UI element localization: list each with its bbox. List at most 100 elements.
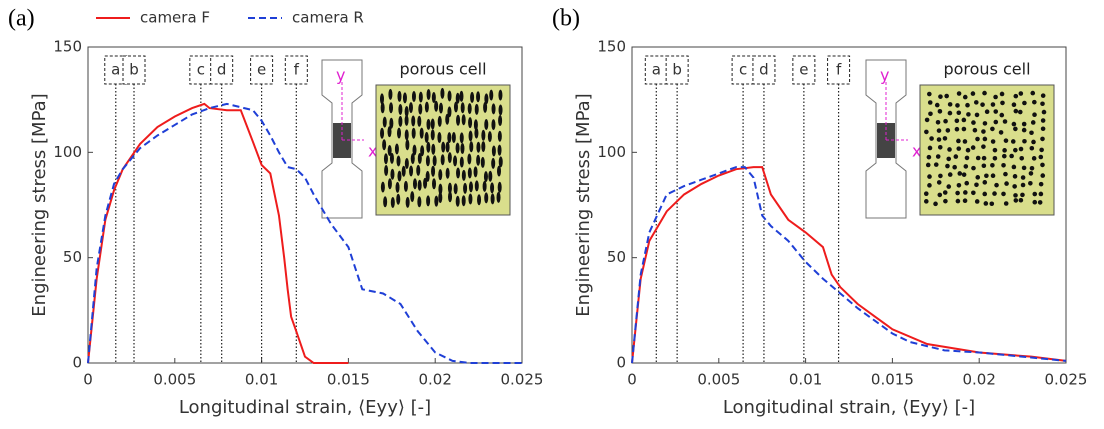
pore [455, 195, 460, 207]
x-tick-label: 0.025 [1045, 371, 1088, 389]
pore [990, 139, 996, 144]
pore [972, 127, 978, 133]
x-axis-title: Longitudinal strain, ⟨Eyy⟩ [-] [179, 397, 431, 418]
pore [1028, 181, 1033, 186]
pore [1029, 165, 1035, 171]
pore [417, 115, 422, 127]
stage-box [752, 55, 776, 85]
pore [924, 129, 929, 135]
pore [935, 154, 941, 159]
pore [1040, 118, 1046, 123]
pore [432, 178, 437, 190]
pore [389, 117, 394, 129]
pore [936, 128, 942, 133]
pore [923, 191, 929, 196]
y-tick-label: 0 [72, 354, 82, 372]
pore [1001, 153, 1007, 159]
series-line [631, 166, 1067, 364]
pore [404, 158, 409, 170]
pore [1019, 155, 1025, 161]
pore [480, 156, 485, 168]
pore [1009, 153, 1014, 159]
pore [459, 156, 464, 168]
pore [497, 181, 502, 193]
pore [434, 100, 439, 112]
pore [388, 88, 393, 100]
pore [448, 191, 453, 203]
pore [926, 154, 932, 160]
stage-label: f [294, 61, 300, 79]
pore [1032, 112, 1037, 118]
y-axis-label: y [336, 66, 345, 85]
pore [1013, 193, 1018, 198]
pore [981, 163, 987, 169]
pore [447, 106, 452, 118]
pore [420, 145, 425, 157]
stage-label: f [836, 61, 842, 79]
pore [482, 180, 487, 192]
pore [453, 101, 458, 113]
pore [397, 127, 402, 139]
pore [970, 91, 976, 96]
pore [476, 91, 481, 103]
stage-label: c [197, 61, 205, 79]
pore [955, 198, 961, 204]
stage-box [122, 55, 146, 85]
pore [929, 136, 934, 141]
pore [1022, 100, 1027, 106]
pore [998, 130, 1004, 135]
pore [445, 113, 450, 125]
pore [956, 91, 962, 96]
pore [404, 129, 409, 141]
pore [1011, 121, 1017, 127]
pore [481, 141, 486, 153]
pore [1041, 109, 1047, 115]
x-tick-label: 0.015 [871, 371, 914, 389]
pore [1013, 126, 1018, 132]
pore [923, 199, 929, 204]
pore [1012, 184, 1017, 189]
pore [417, 153, 422, 165]
pore [984, 173, 989, 179]
pore [398, 103, 403, 115]
pore [498, 89, 503, 101]
pore [974, 199, 980, 204]
pore [984, 109, 990, 114]
pore [936, 180, 942, 185]
pore [468, 117, 473, 129]
pore [441, 141, 446, 153]
pore [467, 103, 472, 115]
pore [927, 145, 933, 151]
plot-frame [631, 46, 1067, 364]
pore [474, 180, 479, 192]
pore [965, 102, 970, 108]
pore [431, 92, 436, 104]
pore [396, 193, 401, 205]
pore [491, 119, 496, 131]
pore [491, 103, 496, 115]
pore [1003, 201, 1009, 206]
pore [957, 171, 963, 176]
pore [956, 138, 961, 144]
pore [1030, 120, 1036, 125]
pore [498, 115, 503, 127]
pore [937, 109, 943, 114]
x-tick-label: 0.02 [418, 371, 451, 389]
pore [943, 198, 948, 204]
pore [461, 114, 466, 126]
stage-label: d [217, 61, 227, 79]
pore [451, 131, 456, 143]
pore [1037, 200, 1043, 205]
y-tick-label: 150 [53, 38, 82, 56]
pore [982, 121, 988, 126]
legend-label: camera F [140, 9, 210, 27]
pore [982, 191, 988, 197]
pore [424, 101, 429, 113]
y-tick-label: 100 [597, 143, 626, 161]
pore [1003, 138, 1009, 143]
pore [408, 102, 413, 114]
pore [440, 87, 445, 99]
pore [993, 94, 998, 100]
pore [982, 136, 988, 142]
pore [497, 130, 502, 142]
